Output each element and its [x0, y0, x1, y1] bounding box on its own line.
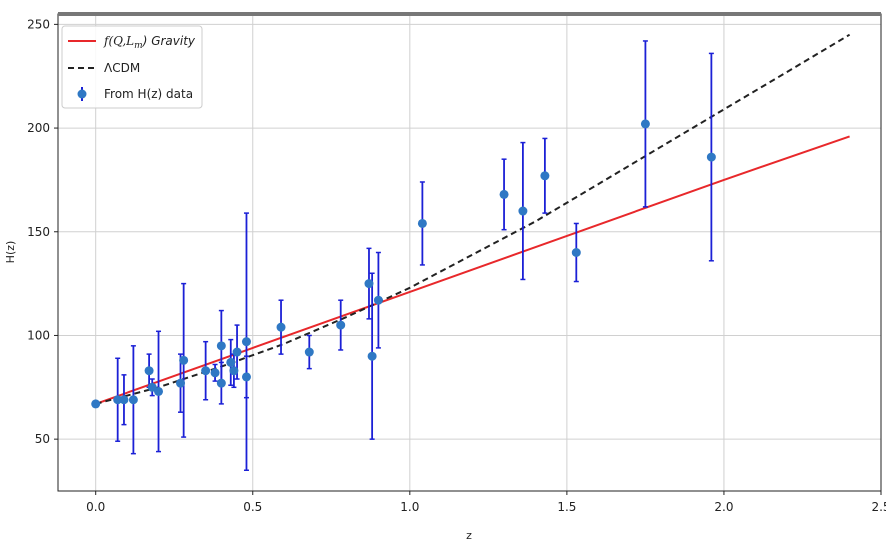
data-point	[216, 378, 226, 388]
data-point	[232, 347, 242, 357]
y-tick-label: 150	[27, 225, 50, 239]
data-point	[201, 366, 211, 376]
y-tick-label: 250	[27, 17, 50, 31]
x-tick-label: 2.5	[871, 500, 886, 514]
data-point	[229, 366, 239, 376]
x-axis-label: z	[466, 529, 472, 541]
x-tick-label: 1.0	[400, 500, 419, 514]
series-line-gravity	[95, 135, 850, 405]
data-point	[154, 386, 164, 396]
data-point	[113, 395, 123, 405]
data-point	[540, 171, 550, 181]
data-point	[276, 322, 286, 332]
data-point	[128, 395, 138, 405]
y-tick-label: 100	[27, 328, 50, 342]
data-point	[518, 206, 528, 216]
axis-ticks: 0.0 0.5 1.0 1.5 2.0 2.5 50 100 150 200 250	[27, 17, 886, 514]
data-point	[144, 366, 154, 376]
data-point	[226, 357, 236, 367]
legend-label-gravity: f(Q,Lm) Gravity	[103, 34, 196, 51]
data-point	[176, 378, 186, 388]
legend-label-lcdm: ΛCDM	[104, 61, 140, 75]
data-point	[216, 341, 226, 351]
data-point	[336, 320, 346, 330]
data-point	[241, 372, 251, 382]
data-point	[640, 119, 650, 129]
data-point	[304, 347, 314, 357]
data-point	[499, 189, 509, 199]
x-tick-label: 2.0	[714, 500, 733, 514]
data-point	[179, 355, 189, 365]
legend-box	[61, 25, 203, 109]
data-point	[241, 337, 251, 347]
y-tick-label: 50	[35, 432, 50, 446]
data-point	[119, 395, 129, 405]
legend-label-data: From H(z) data	[104, 87, 193, 101]
y-tick-label: 200	[27, 121, 50, 135]
data-point	[417, 218, 427, 228]
data-point	[373, 295, 383, 305]
x-tick-label: 1.5	[557, 500, 576, 514]
x-tick-label: 0.5	[243, 500, 262, 514]
data-point	[210, 368, 220, 378]
legend-label-gravity-sub: m	[134, 41, 143, 51]
data-point	[367, 351, 377, 361]
legend-swatch-data-marker	[77, 89, 87, 99]
x-tick-label: 0.0	[86, 500, 105, 514]
grid	[58, 14, 882, 491]
legend: f(Q,Lm) Gravity ΛCDM From H(z) data	[61, 25, 203, 109]
data-point	[91, 399, 101, 409]
legend-label-gravity-tail: ) Gravity	[142, 34, 196, 48]
legend-label-gravity-main: f(Q,L	[103, 34, 134, 48]
data-point	[571, 248, 581, 257]
data-point	[364, 279, 374, 289]
error-bars	[91, 40, 716, 472]
y-axis-label: H(z)	[4, 241, 17, 264]
data-point	[706, 152, 716, 162]
